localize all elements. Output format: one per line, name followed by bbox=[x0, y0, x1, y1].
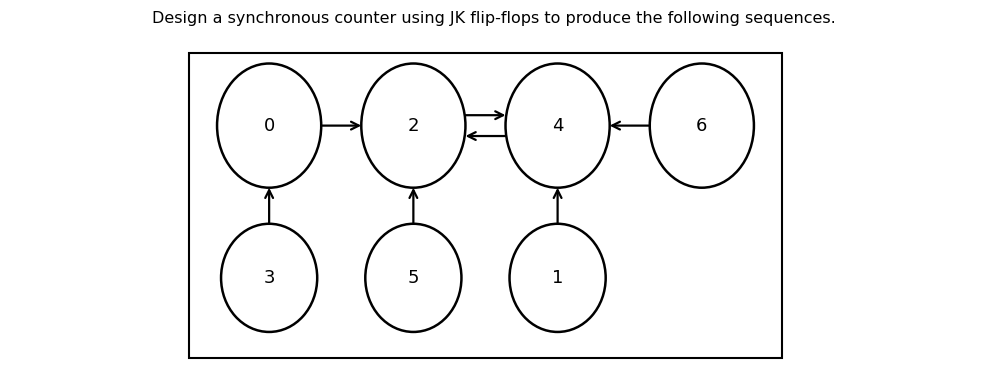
Text: 1: 1 bbox=[551, 269, 563, 287]
Ellipse shape bbox=[221, 224, 317, 332]
Text: 5: 5 bbox=[407, 269, 419, 287]
Ellipse shape bbox=[365, 224, 461, 332]
Text: 2: 2 bbox=[407, 117, 419, 134]
Text: 0: 0 bbox=[263, 117, 274, 134]
Ellipse shape bbox=[361, 64, 465, 188]
Ellipse shape bbox=[217, 64, 320, 188]
Ellipse shape bbox=[509, 224, 605, 332]
Ellipse shape bbox=[505, 64, 609, 188]
Text: 4: 4 bbox=[551, 117, 563, 134]
Text: 3: 3 bbox=[263, 269, 275, 287]
Text: 6: 6 bbox=[695, 117, 707, 134]
Text: Design a synchronous counter using JK flip-flops to produce the following sequen: Design a synchronous counter using JK fl… bbox=[152, 11, 834, 26]
Ellipse shape bbox=[649, 64, 753, 188]
